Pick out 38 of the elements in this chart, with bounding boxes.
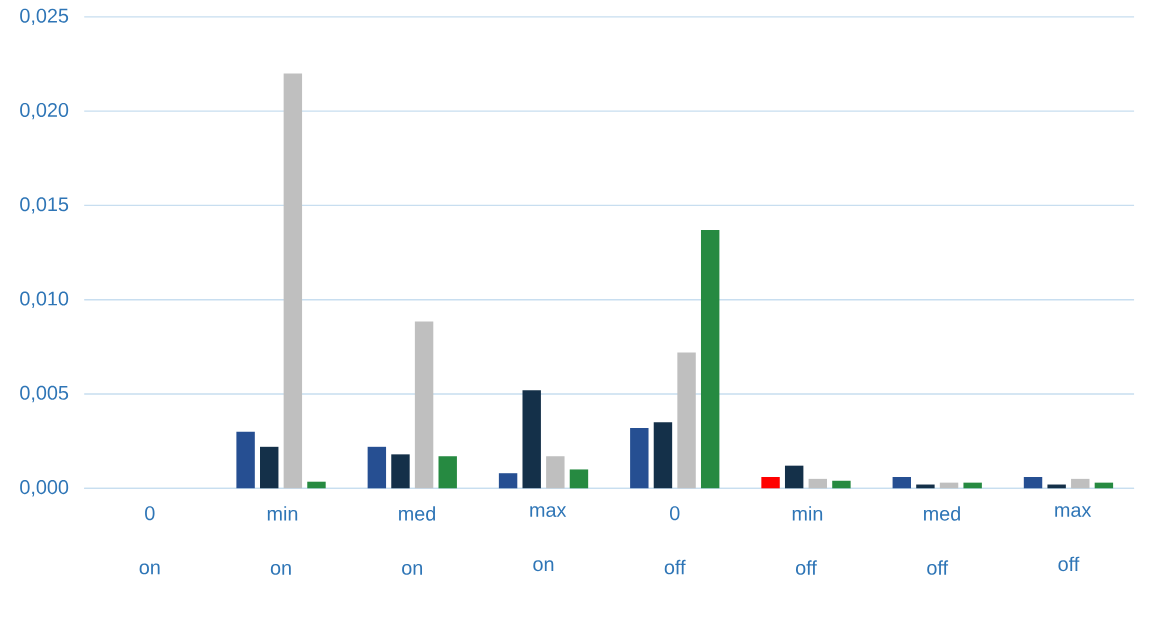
y-tick-label: 0,020	[20, 103, 69, 120]
y-tick-label: 0,000	[20, 480, 69, 497]
bar	[236, 431, 255, 489]
category-label: max on	[530, 506, 567, 572]
bar	[761, 477, 780, 489]
category-label: med off	[924, 506, 960, 576]
category-label: min off	[792, 506, 823, 576]
bar	[808, 479, 828, 489]
bar	[546, 456, 565, 489]
category-label: 0 off	[664, 506, 686, 575]
y-tick-label: 0,005	[20, 386, 69, 403]
category-label: med on	[399, 506, 435, 576]
bar	[1023, 477, 1043, 489]
bar	[367, 447, 387, 489]
bar	[522, 390, 541, 489]
bar	[963, 482, 982, 489]
category-label: min on	[267, 506, 298, 576]
category-label: 0 on	[139, 506, 160, 575]
bar	[569, 469, 589, 489]
bar	[653, 422, 673, 489]
bar	[630, 428, 649, 489]
bar	[677, 352, 696, 489]
bar	[307, 481, 326, 489]
bar	[784, 465, 804, 489]
y-tick-label: 0,015	[20, 197, 69, 214]
bar	[414, 321, 434, 489]
bar	[498, 473, 518, 489]
bar	[700, 230, 720, 489]
bar	[1071, 479, 1090, 489]
category-label: max off	[1055, 506, 1092, 572]
bar	[438, 456, 457, 489]
bar	[832, 480, 851, 489]
bar	[892, 477, 911, 489]
y-tick-label: 0,010	[20, 291, 69, 309]
y-tick-label: 0,025	[20, 8, 69, 26]
bar	[391, 454, 410, 489]
bar	[283, 73, 303, 489]
bar	[260, 447, 279, 489]
